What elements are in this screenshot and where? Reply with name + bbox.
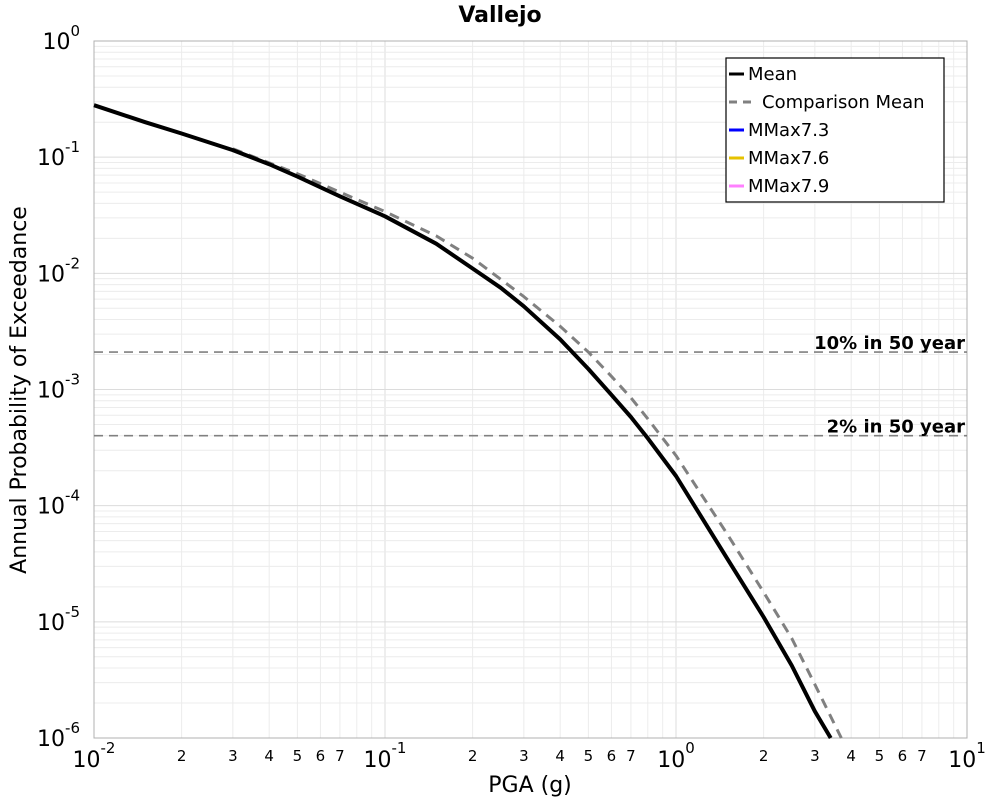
x-minor-tick-label: 6 — [607, 747, 617, 765]
x-minor-tick-label: 4 — [264, 747, 274, 765]
x-major-tick-label: 10-2 — [73, 739, 116, 773]
legend-box — [725, 57, 945, 203]
x-minor-tick-label: 5 — [584, 747, 594, 765]
reference-line-label: 10% in 50 year — [814, 333, 965, 354]
legend-label: Comparison Mean — [762, 92, 925, 113]
y-axis-label: Annual Probability of Exceedance — [7, 206, 32, 574]
y-major-tick-label: 10-6 — [37, 719, 80, 752]
series-line-mean — [93, 103, 833, 740]
x-minor-tick-label: 7 — [335, 747, 345, 765]
x-minor-tick-label: 5 — [875, 747, 885, 765]
plot-frame — [93, 40, 968, 739]
x-minor-tick-label: 5 — [293, 747, 303, 765]
x-major-tick-label: 10-1 — [364, 739, 407, 773]
x-minor-tick-label: 6 — [316, 747, 326, 765]
y-major-tick-label: 10-4 — [37, 487, 80, 520]
legend-label: MMax7.9 — [748, 176, 829, 197]
x-minor-tick-label: 7 — [626, 747, 636, 765]
series-line-comparison-mean — [232, 147, 843, 739]
grid — [93, 41, 967, 739]
legend-label: MMax7.3 — [748, 120, 829, 141]
y-axis-ticks: 100 10-1 10-2 10-3 10-4 10-5 10-6 — [37, 22, 80, 752]
x-minor-tick-label: 6 — [898, 747, 908, 765]
x-minor-tick-label: 3 — [519, 747, 529, 765]
y-major-tick-label: 10-5 — [37, 603, 80, 636]
x-minor-tick-label: 2 — [177, 747, 187, 765]
x-minor-tick-label: 3 — [810, 747, 820, 765]
x-minor-tick-label: 4 — [846, 747, 856, 765]
x-minor-tick-label: 3 — [228, 747, 238, 765]
y-major-tick-label: 10-2 — [37, 254, 80, 287]
x-minor-tick-label: 4 — [555, 747, 565, 765]
reference-line-label: 2% in 50 year — [827, 417, 965, 438]
x-minor-tick-label: 7 — [917, 747, 927, 765]
chart-title: Vallejo — [458, 3, 541, 28]
legend-label: Mean — [748, 64, 797, 85]
legend: Mean Comparison Mean MMax7.3 MMax7.6 MMax7.9 — [725, 57, 945, 203]
x-axis-label: PGA (g) — [488, 773, 572, 798]
series-lines — [93, 103, 843, 740]
x-minor-tick-label: 2 — [759, 747, 769, 765]
y-major-tick-label: 10-3 — [37, 371, 80, 404]
reference-lines: 10% in 50 year 2% in 50 year — [94, 333, 967, 438]
legend-label: MMax7.6 — [748, 148, 829, 169]
x-major-tick-label: 101 — [948, 739, 986, 773]
x-major-tick-label: 100 — [657, 739, 695, 773]
x-minor-tick-label: 2 — [468, 747, 478, 765]
y-major-tick-label: 100 — [42, 22, 80, 55]
y-major-tick-label: 10-1 — [37, 138, 80, 171]
